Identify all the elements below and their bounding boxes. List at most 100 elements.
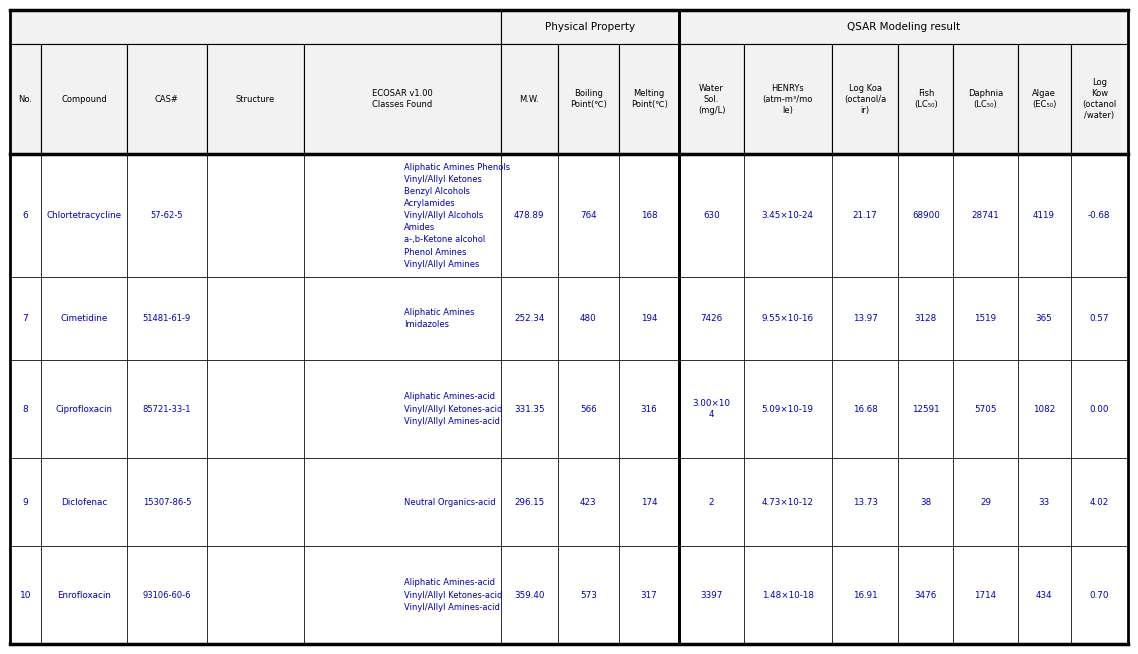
Bar — [10, 546, 41, 644]
Text: 12591: 12591 — [912, 405, 940, 413]
Text: 3397: 3397 — [700, 591, 723, 600]
Text: 2: 2 — [709, 498, 715, 507]
Bar — [501, 44, 558, 154]
Text: 4119: 4119 — [1033, 211, 1055, 220]
Bar — [304, 44, 501, 154]
Text: Structure: Structure — [236, 95, 275, 104]
Bar — [10, 360, 41, 458]
Text: Algae
(EC₅₀): Algae (EC₅₀) — [1032, 90, 1056, 109]
Text: 3128: 3128 — [915, 314, 937, 323]
Bar — [558, 360, 619, 458]
Bar — [207, 154, 304, 277]
Bar — [127, 277, 207, 360]
Text: 365: 365 — [1036, 314, 1053, 323]
Bar — [1071, 154, 1128, 277]
Bar — [619, 44, 679, 154]
Text: Cimetidine: Cimetidine — [60, 314, 108, 323]
Text: 0.57: 0.57 — [1089, 314, 1110, 323]
Text: 9.55×10-16: 9.55×10-16 — [761, 314, 814, 323]
Bar — [1017, 360, 1071, 458]
Text: Melting
Point(℃): Melting Point(℃) — [630, 90, 668, 109]
Bar — [10, 277, 41, 360]
Bar — [954, 546, 1017, 644]
Text: 5705: 5705 — [974, 405, 997, 413]
Text: Neutral Organics-acid: Neutral Organics-acid — [404, 498, 496, 507]
Text: 3.00×10
4: 3.00×10 4 — [693, 399, 731, 419]
Text: 29: 29 — [980, 498, 991, 507]
Bar — [558, 44, 619, 154]
Text: 51481-61-9: 51481-61-9 — [142, 314, 191, 323]
Bar — [954, 360, 1017, 458]
Text: 1082: 1082 — [1033, 405, 1055, 413]
Bar — [898, 458, 954, 546]
Text: 566: 566 — [580, 405, 596, 413]
Text: 7426: 7426 — [701, 314, 723, 323]
Bar — [558, 154, 619, 277]
Text: 9: 9 — [23, 498, 28, 507]
Bar — [501, 360, 558, 458]
Text: 573: 573 — [580, 591, 596, 600]
Bar — [127, 360, 207, 458]
Bar — [679, 277, 743, 360]
Text: 21.17: 21.17 — [852, 211, 877, 220]
Text: Daphnia
(LC₅₀): Daphnia (LC₅₀) — [967, 90, 1003, 109]
Bar — [898, 546, 954, 644]
Text: 423: 423 — [580, 498, 596, 507]
Bar — [743, 277, 832, 360]
Bar — [832, 458, 898, 546]
Text: 168: 168 — [641, 211, 658, 220]
Bar — [558, 458, 619, 546]
Text: 1519: 1519 — [974, 314, 997, 323]
Bar — [898, 154, 954, 277]
Bar — [1017, 277, 1071, 360]
Bar — [743, 458, 832, 546]
Text: 317: 317 — [641, 591, 658, 600]
Text: 434: 434 — [1036, 591, 1053, 600]
Bar — [127, 546, 207, 644]
Bar — [1017, 44, 1071, 154]
Bar — [898, 277, 954, 360]
Text: 85721-33-1: 85721-33-1 — [142, 405, 191, 413]
Bar — [10, 10, 501, 44]
Bar — [898, 360, 954, 458]
Bar — [679, 458, 743, 546]
Text: 630: 630 — [703, 211, 720, 220]
Bar — [304, 154, 501, 277]
Text: -0.68: -0.68 — [1088, 211, 1111, 220]
Bar — [207, 277, 304, 360]
Bar — [41, 154, 127, 277]
Bar — [743, 154, 832, 277]
Text: 4.02: 4.02 — [1090, 498, 1108, 507]
Bar — [304, 277, 501, 360]
Bar — [10, 44, 41, 154]
Text: M.W.: M.W. — [519, 95, 539, 104]
Bar — [207, 458, 304, 546]
Bar — [832, 44, 898, 154]
Text: Enrofloxacin: Enrofloxacin — [57, 591, 112, 600]
Bar — [501, 277, 558, 360]
Bar — [679, 10, 1128, 44]
Bar — [679, 44, 743, 154]
Bar — [41, 546, 127, 644]
Text: ECOSAR v1.00
Classes Found: ECOSAR v1.00 Classes Found — [372, 90, 432, 109]
Bar — [954, 154, 1017, 277]
Bar — [679, 154, 743, 277]
Text: 68900: 68900 — [912, 211, 940, 220]
Bar — [619, 360, 679, 458]
Text: 1714: 1714 — [974, 591, 997, 600]
Bar — [41, 277, 127, 360]
Bar — [619, 277, 679, 360]
Bar — [619, 458, 679, 546]
Text: 296.15: 296.15 — [514, 498, 544, 507]
Bar — [207, 360, 304, 458]
Bar — [954, 458, 1017, 546]
Bar — [1071, 44, 1128, 154]
Text: Diclofenac: Diclofenac — [61, 498, 107, 507]
Text: 13.73: 13.73 — [852, 498, 877, 507]
Bar — [1071, 546, 1128, 644]
Text: Log Koa
(octanol/a
ir): Log Koa (octanol/a ir) — [844, 84, 887, 115]
Text: Aliphatic Amines
Imidazoles: Aliphatic Amines Imidazoles — [404, 308, 475, 329]
Text: 252.34: 252.34 — [514, 314, 544, 323]
Bar — [10, 458, 41, 546]
Bar — [41, 360, 127, 458]
